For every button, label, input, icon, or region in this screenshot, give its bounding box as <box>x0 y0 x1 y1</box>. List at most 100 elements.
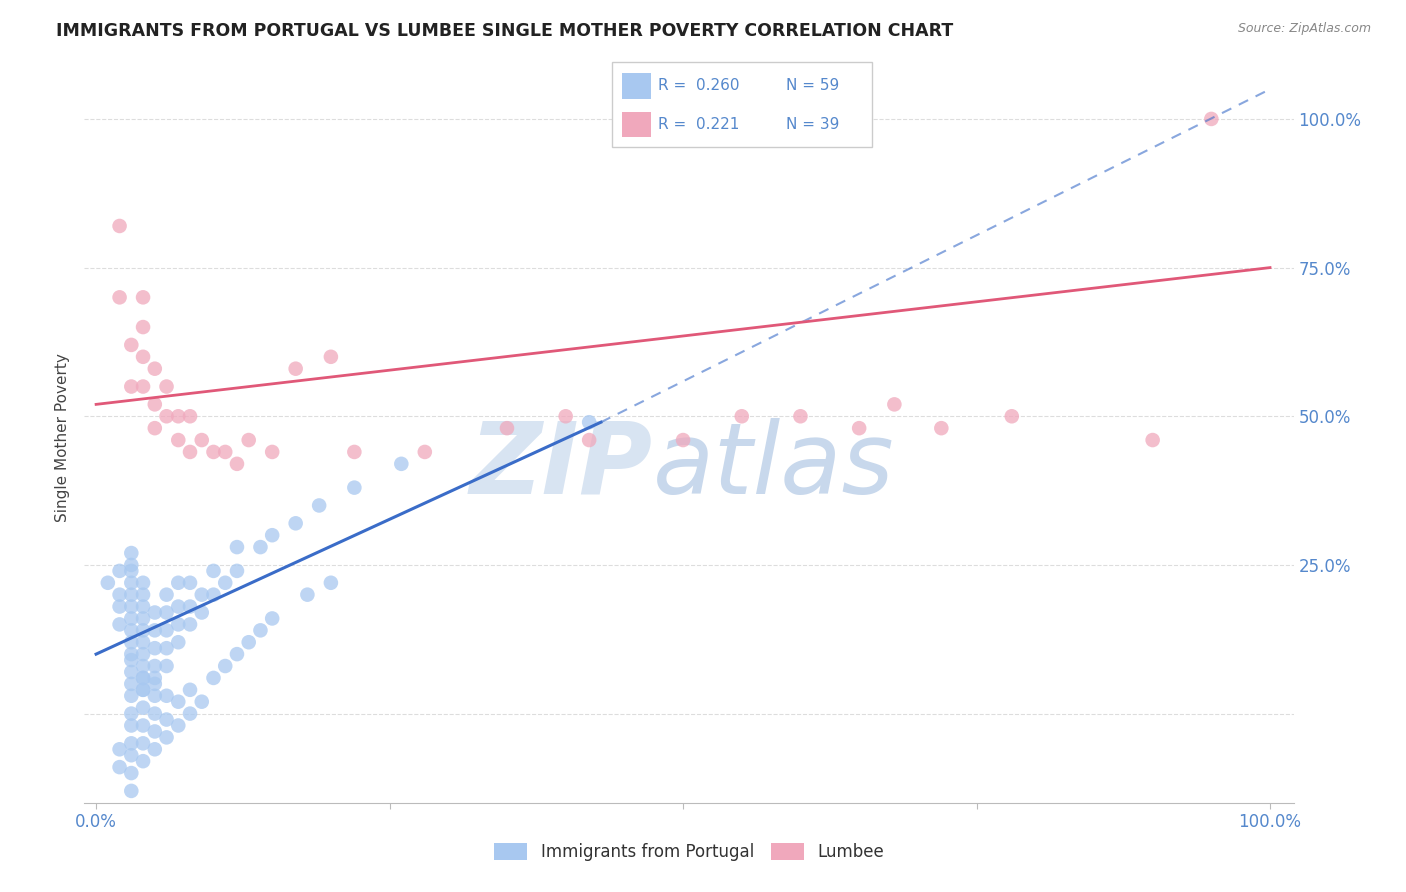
Point <box>554 409 576 424</box>
Point <box>120 379 142 393</box>
Point <box>132 659 155 673</box>
Point <box>190 606 212 620</box>
Point <box>413 445 436 459</box>
Point <box>120 647 142 661</box>
Point <box>202 564 225 578</box>
Point <box>249 540 271 554</box>
Point <box>167 718 190 732</box>
Point <box>578 433 600 447</box>
Point <box>848 421 870 435</box>
Text: R =  0.260: R = 0.260 <box>658 78 740 93</box>
Legend: Immigrants from Portugal, Lumbee: Immigrants from Portugal, Lumbee <box>488 836 890 868</box>
Point <box>120 665 142 679</box>
Point <box>262 528 284 542</box>
Point <box>120 599 142 614</box>
Point <box>108 564 131 578</box>
Point <box>108 742 131 756</box>
Point <box>108 219 131 233</box>
Point <box>108 588 131 602</box>
Point <box>155 409 177 424</box>
Point <box>284 361 307 376</box>
Point <box>284 516 307 531</box>
Point <box>343 445 366 459</box>
Point <box>108 617 131 632</box>
Point <box>120 718 142 732</box>
Point <box>120 706 142 721</box>
Point <box>155 713 177 727</box>
Y-axis label: Single Mother Poverty: Single Mother Poverty <box>55 352 70 522</box>
Point <box>883 397 905 411</box>
Point <box>155 689 177 703</box>
Point <box>120 588 142 602</box>
Point <box>190 433 212 447</box>
Point <box>249 624 271 638</box>
Point <box>155 624 177 638</box>
Point <box>120 611 142 625</box>
Point <box>132 379 155 393</box>
Bar <box>621 112 651 137</box>
Point <box>143 724 166 739</box>
Point <box>143 659 166 673</box>
Point <box>496 421 519 435</box>
Point <box>297 588 319 602</box>
Point <box>132 736 155 750</box>
Point <box>132 671 155 685</box>
Point <box>143 706 166 721</box>
Point <box>132 290 155 304</box>
Point <box>155 659 177 673</box>
Point <box>120 558 142 572</box>
Point <box>931 421 953 435</box>
Point <box>143 641 166 656</box>
Point <box>214 659 236 673</box>
Point <box>143 421 166 435</box>
Point <box>120 575 142 590</box>
Text: ZIP: ZIP <box>470 417 652 515</box>
Point <box>226 457 249 471</box>
Point <box>155 379 177 393</box>
Point <box>167 695 190 709</box>
Text: N = 59: N = 59 <box>786 78 839 93</box>
Point <box>238 433 260 447</box>
Text: atlas: atlas <box>652 417 894 515</box>
Point <box>120 748 142 763</box>
Point <box>143 397 166 411</box>
Point <box>132 754 155 768</box>
Point <box>202 588 225 602</box>
Point <box>155 606 177 620</box>
Point <box>132 671 155 685</box>
Point <box>132 718 155 732</box>
Point <box>132 635 155 649</box>
Point <box>120 766 142 780</box>
Point <box>132 599 155 614</box>
Point <box>731 409 754 424</box>
Point <box>132 624 155 638</box>
Point <box>120 546 142 560</box>
Point <box>672 433 695 447</box>
Point <box>132 320 155 334</box>
Point <box>214 445 236 459</box>
Point <box>789 409 811 424</box>
Point <box>1142 433 1164 447</box>
Point <box>132 611 155 625</box>
Point <box>167 433 190 447</box>
Point <box>167 617 190 632</box>
Point <box>167 575 190 590</box>
Point <box>143 606 166 620</box>
Point <box>319 350 342 364</box>
Point <box>132 575 155 590</box>
Point <box>132 682 155 697</box>
Point <box>143 624 166 638</box>
Point <box>319 575 342 590</box>
Bar <box>621 73 651 99</box>
Point <box>155 731 177 745</box>
Point <box>132 350 155 364</box>
Point <box>226 647 249 661</box>
Point <box>143 671 166 685</box>
Point <box>179 409 201 424</box>
Text: R =  0.221: R = 0.221 <box>658 117 740 132</box>
Point <box>262 445 284 459</box>
Point <box>120 677 142 691</box>
Point <box>120 653 142 667</box>
Point <box>167 409 190 424</box>
Point <box>120 635 142 649</box>
